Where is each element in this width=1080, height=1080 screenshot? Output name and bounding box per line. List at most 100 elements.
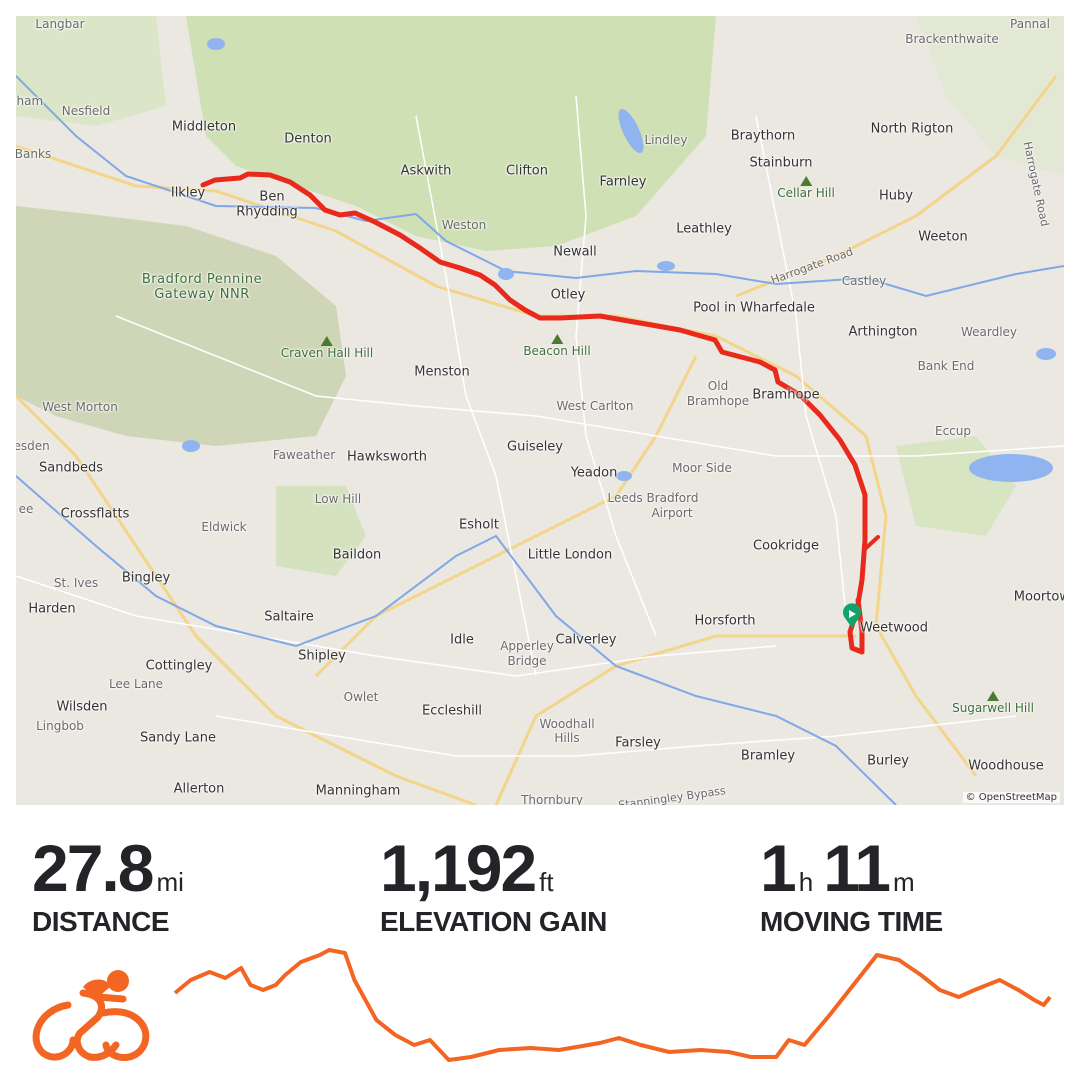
start-marker-icon[interactable] xyxy=(843,586,861,628)
place-label: Pannal xyxy=(1010,17,1050,31)
place-label: Askwith xyxy=(400,163,452,179)
route-line xyxy=(200,171,868,655)
reservoirs xyxy=(182,38,1056,482)
place-label: Thornbury xyxy=(521,793,583,805)
place-label: lesden xyxy=(16,439,50,453)
place-label: Banks xyxy=(16,147,52,161)
place-label: Ben xyxy=(259,189,285,205)
place-label: Woodhall xyxy=(539,717,595,731)
place-label: Sandy Lane xyxy=(140,730,216,746)
place-label: Denton xyxy=(284,131,332,147)
place-label: Airport xyxy=(651,506,693,520)
distance-value: 27.8 xyxy=(32,831,154,905)
place-label: Moortown xyxy=(1013,589,1064,605)
place-label: Idle xyxy=(450,632,474,648)
place-label: Owlet xyxy=(343,690,379,704)
hill-marker: Craven Hall Hill xyxy=(281,336,373,360)
place-label: Bingley xyxy=(121,570,171,586)
place-label: Weardley xyxy=(960,325,1018,339)
place-label: ee xyxy=(18,502,34,516)
place-label: Lindley xyxy=(644,133,688,147)
moving-time-stat: 1 h 11 m MOVING TIME xyxy=(760,830,943,938)
place-label: gham xyxy=(16,94,44,108)
route-spur xyxy=(864,535,880,550)
map-layers xyxy=(16,16,1064,805)
place-label: Horsforth xyxy=(694,613,756,629)
place-label: Farsley xyxy=(615,735,661,751)
place-label: Brackenthwaite xyxy=(905,32,999,46)
route-map[interactable]: Langbar Pannal Brackenthwaite gham Nesfield M… xyxy=(16,16,1064,805)
place-label: Ilkley xyxy=(170,185,206,201)
distance-stat: 27.8 mi DISTANCE xyxy=(32,830,194,938)
hill-marker: Beacon Hill xyxy=(523,334,591,358)
place-label: Cookridge xyxy=(753,538,819,554)
place-label: Stainburn xyxy=(749,155,813,171)
place-label: Leathley xyxy=(676,221,732,237)
place-label: Eldwick xyxy=(201,520,247,534)
place-label: Braythorn xyxy=(730,128,796,144)
peak-icon xyxy=(987,691,999,701)
place-label: Rhydding xyxy=(236,204,298,220)
minor-roads xyxy=(16,95,1064,757)
place-label: Wilsden xyxy=(56,699,108,715)
place-label: Crossflatts xyxy=(60,506,130,522)
place-label: Eccup xyxy=(935,424,971,438)
place-label: Bridge xyxy=(507,654,547,668)
hours-unit: h xyxy=(798,867,814,897)
place-label: Calverley xyxy=(555,632,617,648)
place-label: Hawksworth xyxy=(347,449,427,465)
cycling-icon xyxy=(32,970,150,1062)
hill-label: Craven Hall Hill xyxy=(280,346,374,360)
hill-marker: Sugarwell Hill xyxy=(952,691,1034,715)
hours-value: 1 xyxy=(760,831,797,905)
place-label: Weetwood xyxy=(860,620,928,636)
place-label: Clifton xyxy=(506,163,548,179)
place-label: Woodhouse xyxy=(968,758,1044,774)
place-label: Manningham xyxy=(315,783,401,799)
place-label: Castley xyxy=(841,274,887,288)
place-label: West Carlton xyxy=(556,399,634,413)
hill-label: Sugarwell Hill xyxy=(952,701,1034,715)
place-label: Leeds Bradford xyxy=(607,491,699,505)
place-label: Shipley xyxy=(298,648,346,664)
place-label: Sandbeds xyxy=(39,460,103,476)
place-label: Weston xyxy=(441,218,487,232)
place-label: Harden xyxy=(28,601,76,617)
minutes-value: 11 xyxy=(823,831,891,905)
place-label: Bank End xyxy=(917,359,975,373)
place-label: Low Hill xyxy=(314,492,362,506)
place-label: St. Ives xyxy=(53,576,99,590)
peak-icon xyxy=(321,336,333,346)
elevation-profile-chart xyxy=(173,948,1052,1062)
place-label: Middleton xyxy=(171,119,237,135)
place-label: Hills xyxy=(554,731,580,745)
place-label: West Morton xyxy=(42,400,118,414)
place-label: Allerton xyxy=(173,781,225,797)
place-label: Esholt xyxy=(459,517,499,533)
place-label: Lee Lane xyxy=(108,677,164,691)
place-label: Bramley xyxy=(740,748,796,764)
place-label: Huby xyxy=(879,188,913,204)
place-label: Nesfield xyxy=(61,104,111,118)
place-label: Bramhope xyxy=(752,387,820,403)
place-label: Burley xyxy=(867,753,909,769)
peak-icon xyxy=(800,176,812,186)
elevation-label: ELEVATION GAIN xyxy=(380,906,607,937)
place-label: Eccleshill xyxy=(422,703,482,719)
place-label: Newall xyxy=(553,244,597,260)
place-label: Yeadon xyxy=(570,465,618,481)
map-attribution[interactable]: © OpenStreetMap xyxy=(962,792,1060,803)
minutes-unit: m xyxy=(892,867,915,897)
place-label: Weeton xyxy=(918,229,968,245)
place-label: Arthington xyxy=(848,324,918,340)
place-label: North Rigton xyxy=(870,121,954,137)
place-label: Moor Side xyxy=(672,461,732,475)
distance-unit: mi xyxy=(156,867,184,897)
place-label: Apperley xyxy=(500,639,554,653)
nature-reserve-label-line: Bradford Pennine xyxy=(141,272,263,287)
nature-reserve-label-line: Gateway NNR xyxy=(154,287,250,302)
elevation-stat: 1,192 ft ELEVATION GAIN xyxy=(380,830,607,938)
elevation-value: 1,192 xyxy=(380,831,537,905)
place-label: Baildon xyxy=(332,547,382,563)
place-label: Guiseley xyxy=(507,439,563,455)
